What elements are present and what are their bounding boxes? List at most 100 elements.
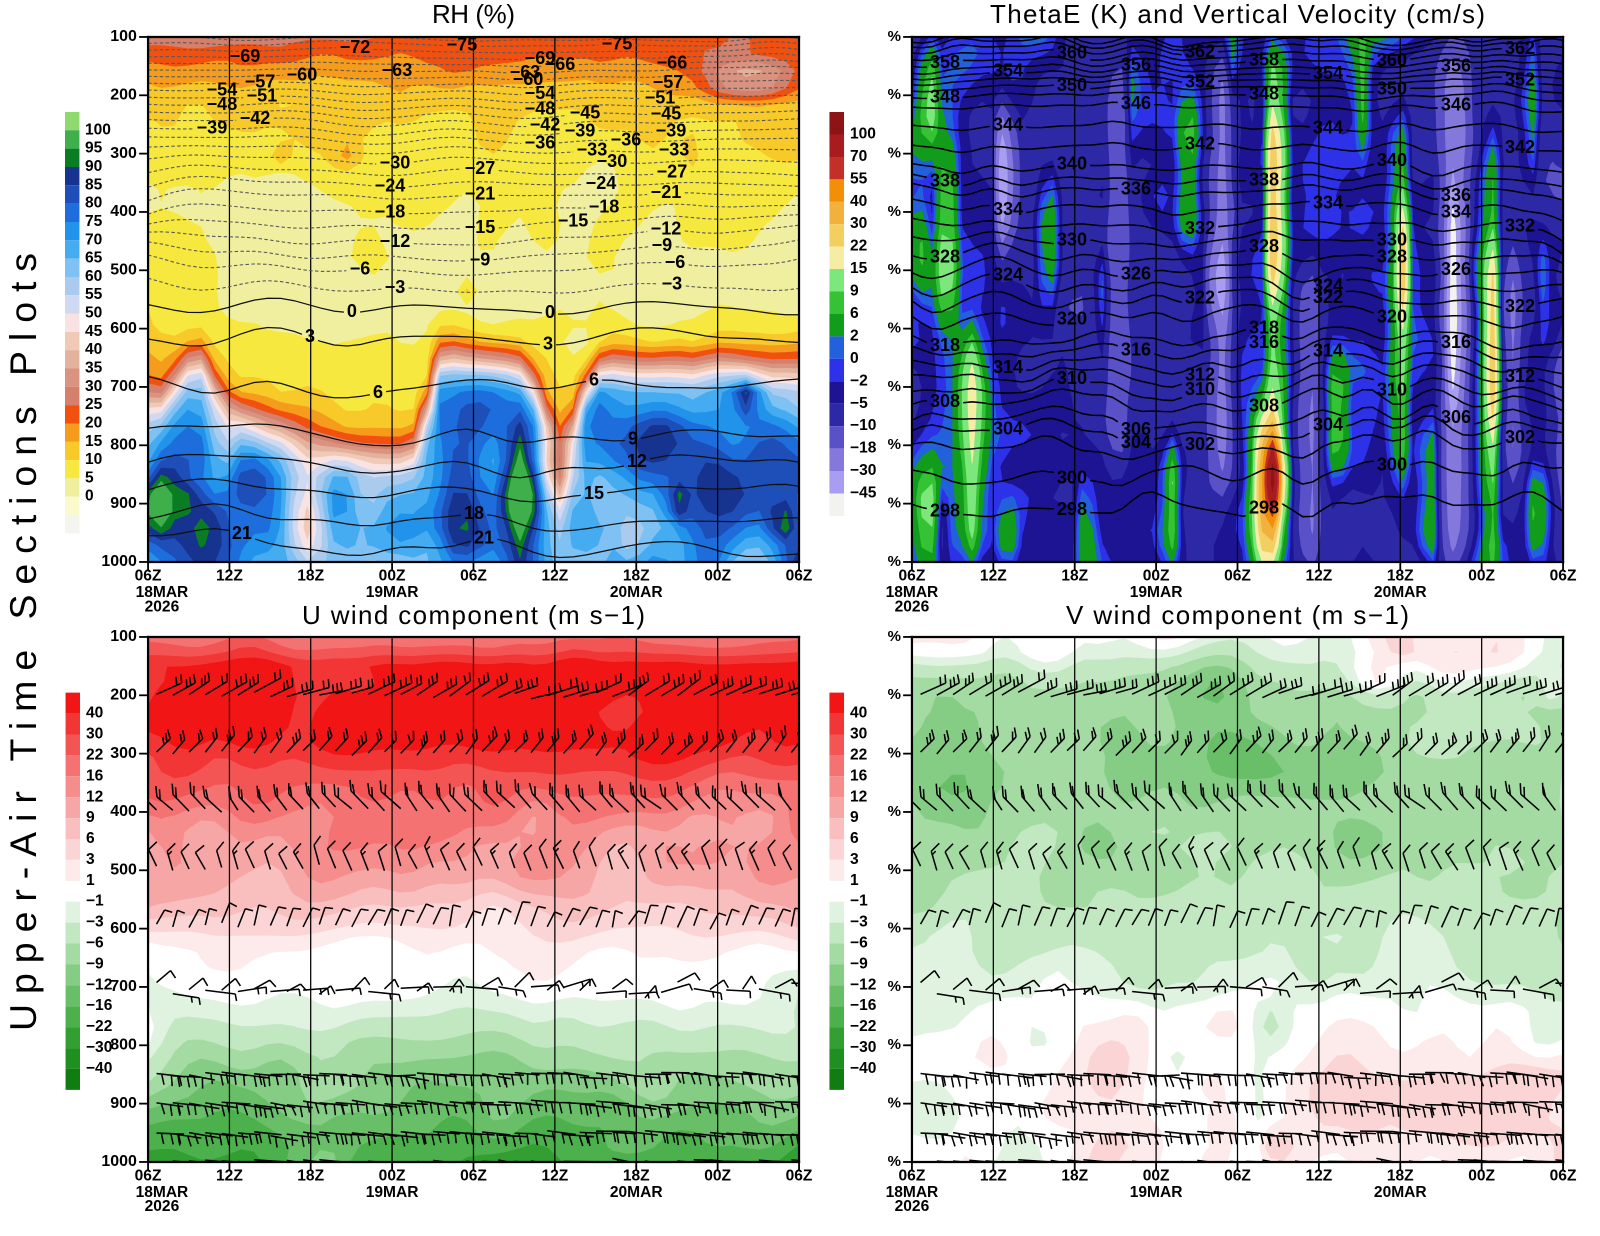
svg-text:12Z: 12Z xyxy=(216,1167,243,1184)
svg-text:−2: −2 xyxy=(850,372,868,389)
svg-text:310: 310 xyxy=(1185,379,1215,399)
svg-text:700: 700 xyxy=(110,978,137,995)
svg-text:30: 30 xyxy=(850,725,868,742)
svg-text:338: 338 xyxy=(1249,170,1279,190)
svg-text:55: 55 xyxy=(85,286,103,303)
svg-text:400: 400 xyxy=(110,203,137,220)
svg-text:18MAR: 18MAR xyxy=(886,1184,939,1201)
svg-text:−12: −12 xyxy=(380,231,411,251)
svg-text:326: 326 xyxy=(1441,259,1471,279)
svg-text:360: 360 xyxy=(1057,43,1087,63)
svg-text:15: 15 xyxy=(85,433,103,450)
svg-text:200: 200 xyxy=(110,686,137,703)
svg-text:6: 6 xyxy=(589,369,599,389)
svg-text:316: 316 xyxy=(1121,339,1151,359)
svg-text:18Z: 18Z xyxy=(1387,1167,1414,1184)
svg-text:−1: −1 xyxy=(850,893,868,910)
svg-text:70: 70 xyxy=(85,231,103,248)
svg-text:342: 342 xyxy=(1185,133,1215,153)
svg-text:18Z: 18Z xyxy=(297,567,324,584)
svg-text:06Z: 06Z xyxy=(135,567,162,584)
svg-text:35: 35 xyxy=(85,360,103,377)
svg-text:−45: −45 xyxy=(570,102,601,122)
svg-text:320: 320 xyxy=(1377,307,1407,327)
svg-text:18MAR: 18MAR xyxy=(136,1184,189,1201)
svg-text:−51: −51 xyxy=(247,85,278,105)
svg-text:−9: −9 xyxy=(850,955,868,972)
svg-text:16: 16 xyxy=(850,767,868,784)
svg-text:12: 12 xyxy=(627,451,647,471)
svg-text:19MAR: 19MAR xyxy=(1130,1184,1183,1201)
svg-text:45: 45 xyxy=(85,323,103,340)
svg-text:40: 40 xyxy=(850,193,868,210)
svg-text:322: 322 xyxy=(1505,296,1535,316)
svg-text:350: 350 xyxy=(1377,79,1407,99)
svg-text:21: 21 xyxy=(232,523,252,543)
svg-text:900: 900 xyxy=(110,1095,137,1112)
svg-text:18: 18 xyxy=(464,503,484,523)
svg-text:−21: −21 xyxy=(465,184,496,204)
svg-text:−33: −33 xyxy=(577,140,608,160)
svg-text:316: 316 xyxy=(1441,332,1471,352)
svg-text:328: 328 xyxy=(930,246,960,266)
svg-text:360: 360 xyxy=(1377,50,1407,70)
svg-text:−30: −30 xyxy=(86,1039,113,1056)
svg-text:6: 6 xyxy=(373,382,383,402)
svg-text:−16: −16 xyxy=(86,997,113,1014)
svg-text:15: 15 xyxy=(850,260,868,277)
svg-text:%: % xyxy=(888,803,901,820)
svg-text:06Z: 06Z xyxy=(786,567,813,584)
svg-text:298: 298 xyxy=(930,501,960,521)
svg-text:21: 21 xyxy=(474,527,494,547)
svg-text:3: 3 xyxy=(86,851,95,868)
svg-text:318: 318 xyxy=(1249,317,1279,337)
svg-text:%: % xyxy=(888,978,901,995)
svg-text:20MAR: 20MAR xyxy=(1374,1184,1427,1201)
svg-text:−42: −42 xyxy=(240,108,271,128)
svg-text:−6: −6 xyxy=(350,259,371,279)
svg-text:9: 9 xyxy=(850,809,859,826)
svg-text:300: 300 xyxy=(1377,455,1407,475)
svg-text:−54: −54 xyxy=(207,79,238,99)
svg-text:18Z: 18Z xyxy=(623,1167,650,1184)
svg-text:300: 300 xyxy=(110,745,137,762)
svg-text:06Z: 06Z xyxy=(135,1167,162,1184)
svg-text:−6: −6 xyxy=(665,252,686,272)
svg-text:346: 346 xyxy=(1441,95,1471,115)
svg-text:%: % xyxy=(888,203,901,220)
svg-text:−69: −69 xyxy=(525,48,556,68)
svg-text:15: 15 xyxy=(584,483,604,503)
svg-text:−39: −39 xyxy=(197,118,228,138)
svg-text:330: 330 xyxy=(1377,230,1407,250)
svg-text:0: 0 xyxy=(85,488,94,505)
svg-text:100: 100 xyxy=(110,628,137,645)
svg-text:−39: −39 xyxy=(656,121,687,141)
svg-text:−66: −66 xyxy=(545,54,576,74)
svg-text:00Z: 00Z xyxy=(379,567,406,584)
svg-text:0: 0 xyxy=(850,350,859,367)
svg-text:318: 318 xyxy=(930,335,960,355)
svg-text:%: % xyxy=(888,378,901,395)
svg-text:00Z: 00Z xyxy=(1143,567,1170,584)
svg-text:50: 50 xyxy=(85,305,103,322)
svg-text:1000: 1000 xyxy=(101,1153,137,1170)
svg-text:−60: −60 xyxy=(513,69,544,89)
svg-text:−27: −27 xyxy=(657,162,688,182)
svg-text:%: % xyxy=(888,1153,901,1170)
svg-text:06Z: 06Z xyxy=(786,1167,813,1184)
svg-text:%: % xyxy=(888,861,901,878)
svg-text:−48: −48 xyxy=(525,99,556,119)
svg-text:328: 328 xyxy=(1377,247,1407,267)
svg-text:3: 3 xyxy=(850,851,859,868)
svg-text:−15: −15 xyxy=(465,217,496,237)
svg-text:−39: −39 xyxy=(565,120,596,140)
svg-text:2026: 2026 xyxy=(895,598,930,615)
svg-text:55: 55 xyxy=(850,170,868,187)
svg-text:06Z: 06Z xyxy=(1550,1167,1577,1184)
svg-text:−6: −6 xyxy=(850,935,868,952)
svg-text:−40: −40 xyxy=(86,1060,113,1077)
svg-text:334: 334 xyxy=(1313,193,1343,213)
svg-text:−22: −22 xyxy=(86,1018,113,1035)
svg-text:12Z: 12Z xyxy=(216,567,243,584)
svg-text:−57: −57 xyxy=(245,72,276,92)
